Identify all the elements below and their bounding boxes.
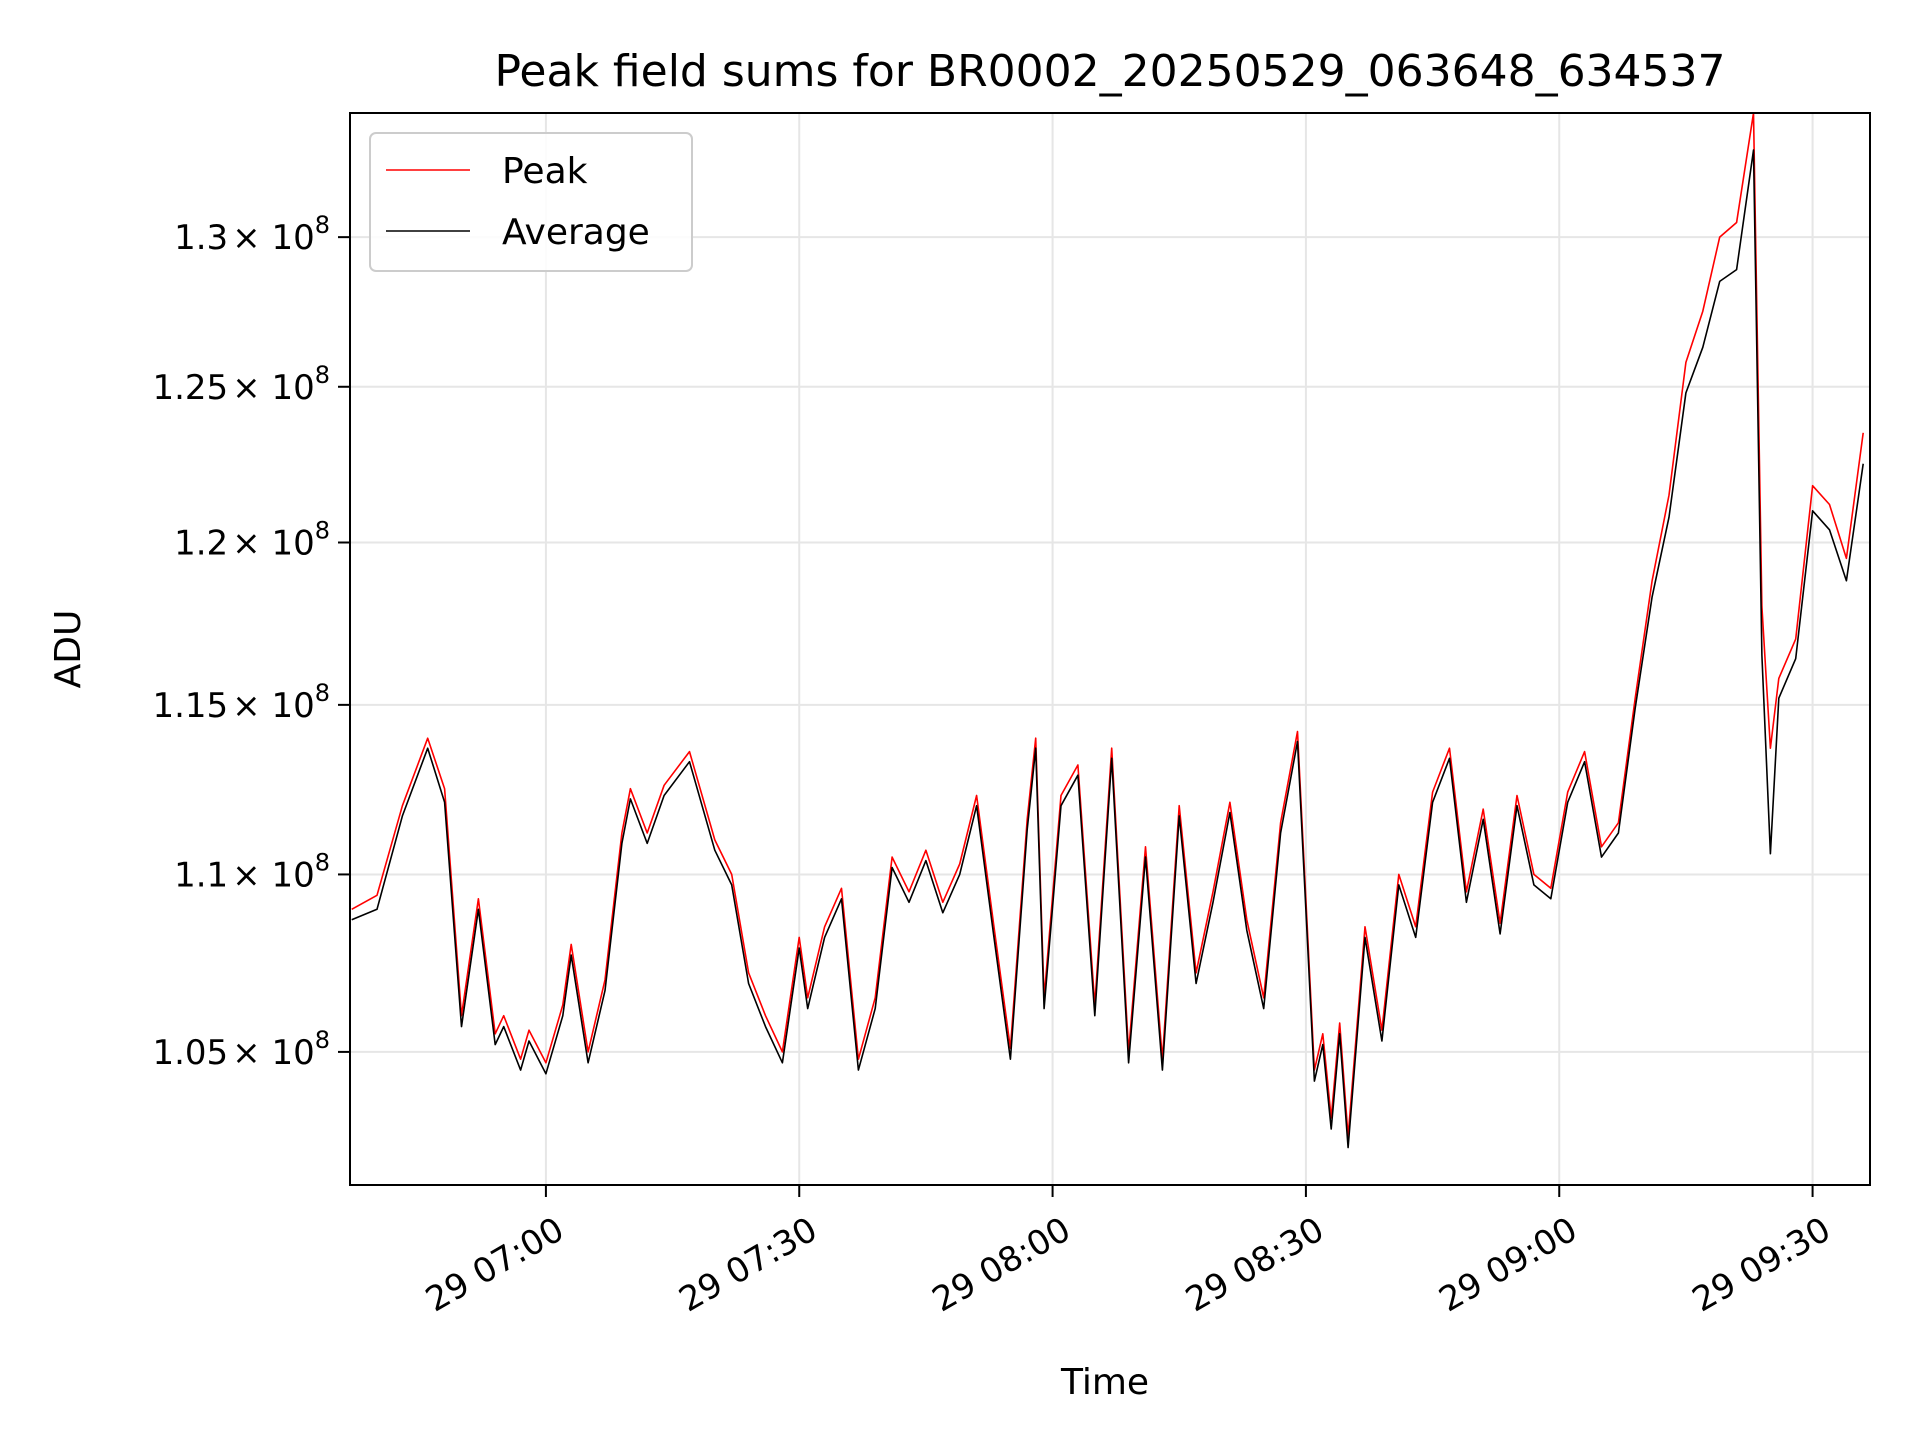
y-tick-label: 1.2 × 108 [174, 516, 330, 563]
y-tick-mantissa: 1.05 [152, 1033, 228, 1073]
legend-label-peak: Peak [502, 151, 588, 192]
y-tick-label: 1.3 × 108 [174, 211, 330, 258]
legend-label-average: Average [502, 212, 650, 253]
y-axis-label: ADU [48, 610, 89, 689]
series-lines [351, 112, 1864, 1149]
y-tick-mantissa: 1.3 [174, 218, 228, 258]
y-tick-label: 1.05 × 108 [152, 1026, 330, 1073]
y-tick-exponent: 8 [315, 679, 330, 707]
y-tick-multiplier: × 10 [232, 686, 315, 726]
grid-lines [350, 113, 1870, 1185]
legend: Peak Average [369, 132, 693, 272]
y-tick-mantissa: 1.1 [174, 855, 228, 895]
plot-frame [349, 112, 1871, 1186]
legend-box [369, 132, 693, 272]
y-tick-multiplier: × 10 [232, 523, 315, 563]
y-tick-exponent: 8 [315, 848, 330, 876]
y-tick-multiplier: × 10 [232, 1033, 315, 1073]
y-tick-mantissa: 1.2 [174, 523, 228, 563]
y-tick-multiplier: × 10 [232, 218, 315, 258]
y-tick-multiplier: × 10 [232, 368, 315, 408]
x-axis-label: Time [1060, 1362, 1149, 1403]
y-tick-exponent: 8 [315, 1026, 330, 1054]
y-tick-mantissa: 1.15 [152, 686, 228, 726]
y-tick-exponent: 8 [315, 211, 330, 239]
y-tick-mantissa: 1.25 [152, 368, 228, 408]
y-tick-exponent: 8 [315, 516, 330, 544]
y-tick-label: 1.15 × 108 [152, 679, 330, 726]
y-tick-label: 1.25 × 108 [152, 361, 330, 408]
y-tick-multiplier: × 10 [232, 855, 315, 895]
y-tick-label: 1.1 × 108 [174, 848, 330, 895]
y-tick-exponent: 8 [315, 361, 330, 389]
series-line-average [351, 149, 1864, 1149]
chart-title: Peak field sums for BR0002_20250529_0636… [494, 46, 1725, 97]
